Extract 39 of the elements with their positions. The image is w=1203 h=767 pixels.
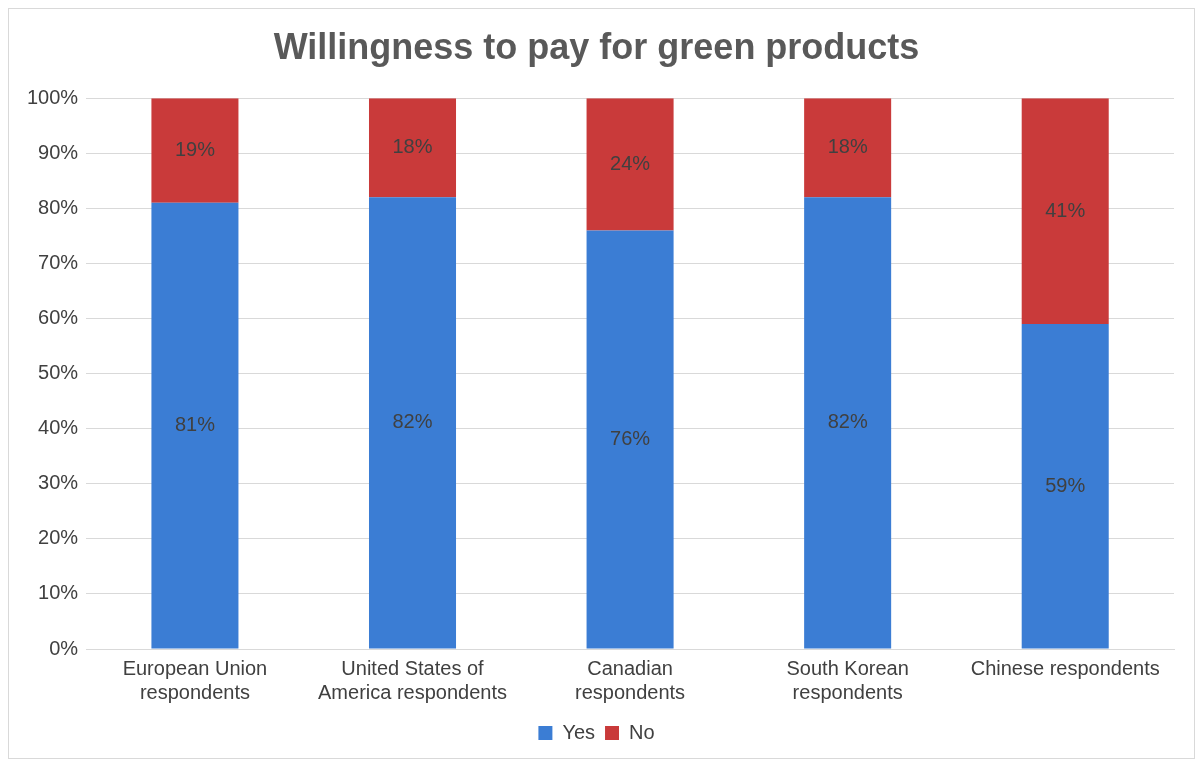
bar (804, 98, 892, 198)
y-tick-label: 90% (38, 140, 79, 163)
y-tick-label: 20% (38, 526, 79, 549)
y-tick-label: 100% (27, 85, 79, 108)
y-tick-label: 0% (49, 636, 79, 659)
data-label: 18% (392, 135, 433, 158)
bar (586, 98, 674, 231)
data-label: 82% (392, 410, 433, 433)
bar (368, 197, 457, 649)
legend-label: Yes (562, 720, 596, 743)
bar (368, 98, 457, 198)
y-tick-label: 50% (38, 361, 79, 384)
x-tick-label: Canadian respondents (575, 656, 686, 703)
y-tick-label: 30% (38, 471, 79, 494)
bar (804, 197, 892, 649)
bar (586, 230, 674, 649)
data-label: 19% (174, 138, 216, 161)
data-label: 41% (1045, 198, 1086, 221)
x-tick-label: Chinese respondents (970, 656, 1160, 679)
x-tick-label: European Union respondents (122, 656, 268, 703)
bar (1021, 98, 1109, 325)
data-label: 81% (174, 413, 216, 436)
data-label: 76% (610, 426, 651, 449)
bar (151, 98, 239, 203)
bar (1021, 324, 1109, 649)
data-label: 24% (610, 151, 651, 174)
data-label: 18% (827, 135, 868, 158)
data-label: 82% (827, 410, 868, 433)
x-tick-label: South Korean respondents (786, 656, 909, 703)
y-tick-label: 60% (38, 306, 79, 329)
chart-title: Willingness to pay for green products (273, 25, 920, 67)
y-tick-label: 10% (38, 581, 79, 604)
y-tick-label: 70% (38, 250, 79, 273)
bar (151, 202, 239, 649)
legend-label: No (629, 720, 655, 743)
y-tick-label: 80% (38, 195, 79, 218)
x-tick-label: United States of America respondents (318, 656, 507, 703)
y-tick-label: 40% (38, 416, 79, 439)
data-label: 59% (1045, 473, 1086, 496)
